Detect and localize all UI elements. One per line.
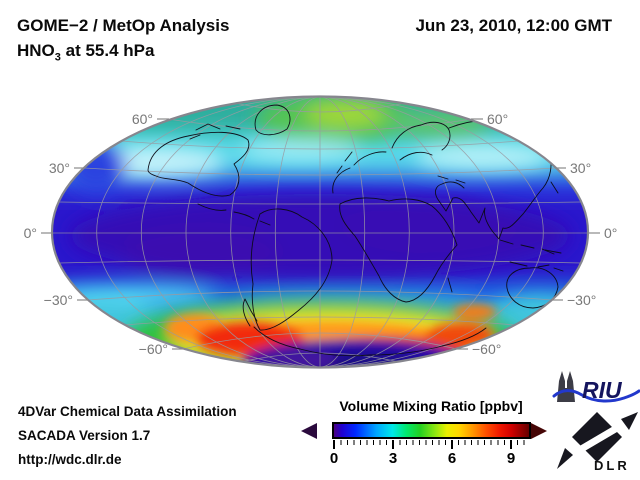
- riu-logo-text: RIU: [582, 377, 622, 403]
- colorbar-title: Volume Mixing Ratio [ppbv]: [339, 398, 523, 414]
- colorbar-tick-label-9: 9: [506, 450, 516, 467]
- lat-label-right-m60: −60°: [472, 341, 502, 357]
- pressure-level: at 55.4 hPa: [60, 41, 155, 60]
- dlr-emblem-icon: [557, 412, 638, 469]
- dlr-logo-text: DLR: [594, 458, 630, 473]
- lat-label-right-60: 60°: [487, 111, 509, 127]
- lat-label-left-0: 0°: [23, 225, 37, 241]
- lat-label-left-m60: −60°: [138, 341, 168, 357]
- colorbar-right-arrow: [531, 423, 547, 439]
- page-title: GOME−2 / MetOp Analysis: [17, 16, 230, 35]
- species-subscript: 3: [54, 51, 61, 64]
- footer-url: http://wdc.dlr.de: [18, 452, 122, 467]
- colorbar-major-tick-3: [392, 440, 394, 449]
- lat-label-left-60: 60°: [131, 111, 153, 127]
- lat-label-left-30: 30°: [48, 160, 70, 176]
- lat-label-left-m30: −30°: [43, 292, 73, 308]
- colorbar-major-tick-9: [510, 440, 512, 449]
- lat-label-right-m30: −30°: [567, 292, 597, 308]
- colorbar-tick-label-6: 6: [447, 450, 457, 467]
- riu-wave-icon: [552, 389, 640, 403]
- lat-label-right-30: 30°: [570, 160, 592, 176]
- coastlines: [147, 104, 564, 357]
- colorbar-minor-ticks: [334, 440, 530, 445]
- map-outline: [50, 95, 590, 369]
- footer-assimilation: 4DVar Chemical Data Assimilation: [18, 404, 237, 419]
- cathedral-icon: [557, 371, 575, 402]
- colorbar-left-arrow: [301, 423, 317, 439]
- colorbar-major-tick-6: [451, 440, 453, 449]
- colorbar-major-tick-0: [333, 440, 335, 449]
- timestamp: Jun 23, 2010, 12:00 GMT: [415, 16, 612, 35]
- lat-label-right-0: 0°: [604, 225, 618, 241]
- species-name: HNO: [17, 41, 55, 60]
- lat-tick-dashes: [41, 118, 600, 350]
- colorbar-tick-label-3: 3: [388, 450, 398, 467]
- colorbar-tick-label-0: 0: [329, 450, 339, 467]
- footer-version: SACADA Version 1.7: [18, 428, 151, 443]
- colorbar-gradient: [332, 422, 531, 439]
- species-level-title: HNO3 at 55.4 hPa: [17, 41, 154, 63]
